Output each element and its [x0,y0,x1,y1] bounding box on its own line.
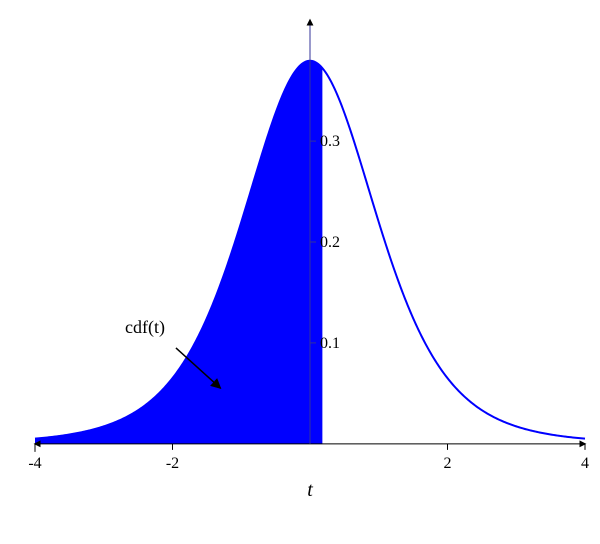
cdf-annotation-label: cdf(t) [125,317,165,338]
y-tick-label: 0.2 [320,234,340,251]
x-axis-title: t [307,479,313,501]
x-tick-label: -2 [166,455,179,472]
y-tick-label: 0.1 [320,335,340,352]
cdf-fill-region [35,61,322,444]
x-tick-label: 4 [581,455,589,472]
x-tick-label: 2 [444,455,452,472]
y-tick-label: 0.3 [320,133,340,150]
density-chart: -4 -2 2 4 0.1 0.2 0.3 t cdf(t) [0,0,600,544]
x-tick-label: -4 [28,455,41,472]
